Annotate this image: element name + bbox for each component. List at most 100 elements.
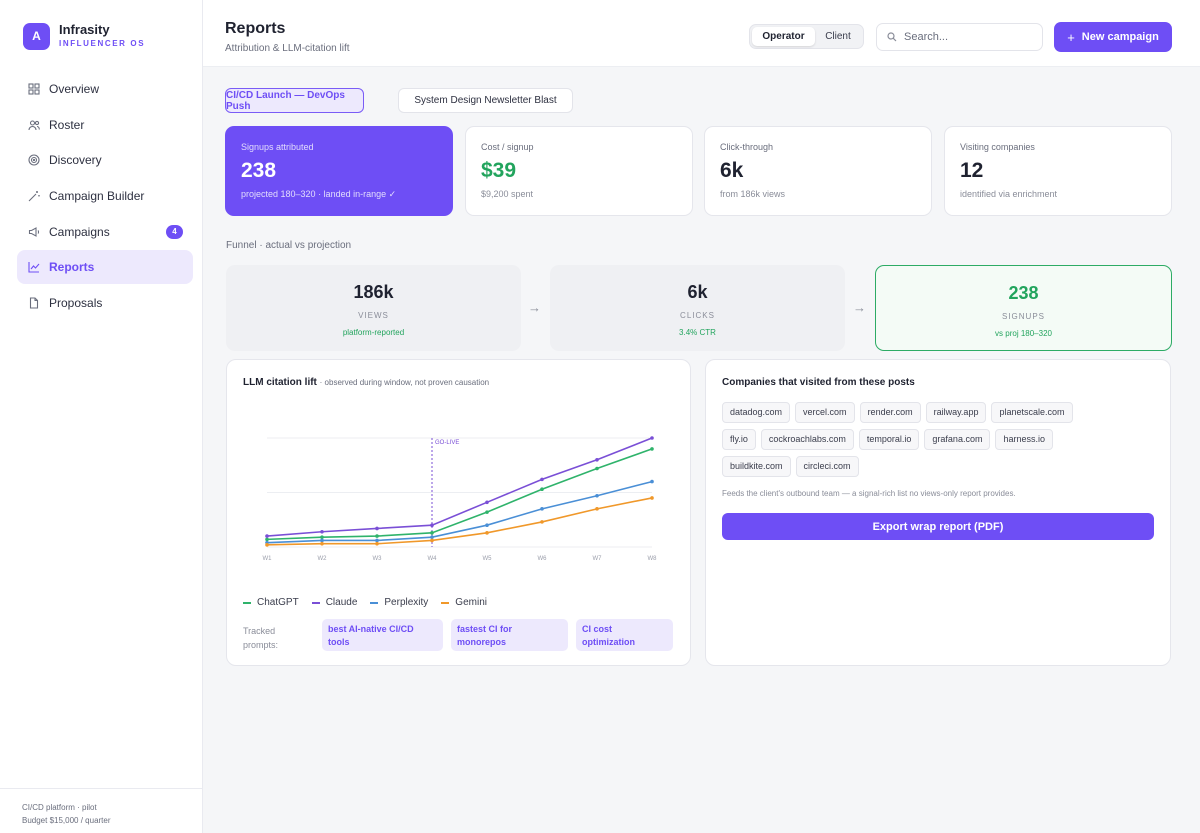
legend-swatch (311, 601, 320, 604)
prompt-chip[interactable]: fastest CI for monorepos (451, 619, 568, 651)
series-line-chatgpt (266, 448, 653, 541)
brand-name: Infrasity (59, 22, 110, 37)
funnel-step-signups: 238 SIGNUPS vs proj 180–320 (875, 265, 1172, 351)
data-point-claude (320, 529, 324, 534)
kpi-value: 12 (960, 159, 984, 182)
kpi-label: Cost / signup (481, 142, 534, 152)
top-header: Reports Attribution & LLM-citation lift … (203, 0, 1200, 67)
sidebar-item-overview[interactable]: Overview (17, 72, 193, 106)
data-point-chatgpt (595, 466, 599, 471)
kpi-value: 6k (720, 159, 744, 182)
funnel-step-views: 186k VIEWS platform-reported (226, 265, 521, 351)
export-report-button[interactable]: Export wrap report (PDF) (722, 513, 1154, 540)
sidebar-item-roster[interactable]: Roster (17, 108, 193, 142)
sidebar-item-campaigns[interactable]: Campaigns 4 (17, 215, 193, 249)
legend-label: Perplexity (384, 597, 429, 608)
data-point-claude (430, 523, 434, 527)
kpi-sub: projected 180–320 · landed in-range ✓ (241, 189, 397, 199)
toggle-client[interactable]: Client (825, 31, 851, 42)
data-point-perplexity (595, 493, 599, 498)
kpi-sub: identified via enrichment (960, 189, 1058, 199)
sidebar-item-discovery[interactable]: Discovery (17, 143, 193, 177)
sidebar-item-proposals[interactable]: Proposals (17, 286, 193, 320)
company-chip[interactable]: vercel.com (795, 402, 855, 423)
data-point-chatgpt (375, 534, 379, 538)
data-point-perplexity (320, 538, 324, 543)
funnel-step-clicks: 6k CLICKS 3.4% CTR (550, 265, 845, 351)
company-chip[interactable]: fly.io (722, 429, 756, 450)
data-point-perplexity (540, 507, 544, 511)
sidebar-item-campaign-builder[interactable]: Campaign Builder (17, 179, 193, 213)
brand[interactable]: A Infrasity INFLUENCER OS (23, 22, 145, 50)
company-chip[interactable]: datadog.com (722, 402, 791, 423)
company-chip[interactable]: grafana.com (924, 429, 991, 450)
data-point-perplexity (375, 538, 379, 543)
kpi-cost-per-signup: Cost / signup $39 $9,200 spent (465, 126, 693, 216)
legend-label: Gemini (455, 597, 487, 608)
sidebar-item-label: Campaigns (49, 224, 110, 239)
data-point-claude (375, 526, 379, 531)
company-chip[interactable]: cockroachlabs.com (760, 429, 854, 450)
company-chip-list: datadog.com vercel.com render.com railway.a… (722, 402, 1162, 483)
company-chip[interactable]: planetscale.com (991, 402, 1073, 423)
company-chip[interactable]: circleci.com (795, 456, 859, 477)
campaigns-count-badge: 4 (166, 224, 183, 239)
go-live-label: GO-LIVE (435, 440, 459, 446)
legend-item-gemini: Gemini (441, 597, 487, 608)
llm-panel-title: LLM citation lift · observed during wind… (243, 377, 489, 388)
megaphone-icon (27, 225, 41, 239)
search-input[interactable]: Search... (876, 23, 1043, 51)
campaign-tab-newsletter[interactable]: System Design Newsletter Blast (398, 88, 573, 113)
campaign-tab-cicd[interactable]: CI/CD Launch — DevOps Push (225, 88, 364, 113)
sidebar-item-label: Proposals (49, 296, 103, 311)
prompt-chip[interactable]: best AI-native CI/CD tools (322, 619, 443, 651)
funnel-value: 186k (353, 282, 394, 302)
wand-icon (27, 189, 41, 203)
funnel-label: CLICKS (680, 311, 715, 320)
series-line-perplexity (266, 480, 653, 544)
prompt-chip[interactable]: CI cost optimization (576, 619, 673, 651)
kpi-click-through: Click-through 6k from 186k views (704, 126, 932, 216)
kpi-label: Signups attributed (241, 142, 314, 152)
series-line-gemini (266, 497, 653, 546)
funnel-note: vs proj 180–320 (995, 329, 1052, 338)
data-point-perplexity (650, 479, 654, 484)
legend-item-claude: Claude (311, 597, 357, 608)
data-point-gemini (320, 541, 324, 546)
file-icon (27, 296, 41, 310)
x-tick-label: W4 (428, 556, 438, 562)
data-point-chatgpt (430, 531, 434, 535)
arrow-right-icon: → (528, 300, 541, 315)
page-title: Reports (225, 20, 286, 37)
funnel-note: platform-reported (342, 328, 405, 337)
search-icon (887, 32, 897, 42)
data-point-gemini (595, 507, 599, 511)
brand-logo-icon: A (23, 22, 50, 50)
sidebar-item-reports[interactable]: Reports (17, 250, 193, 285)
target-icon (27, 153, 41, 167)
legend-item-chatgpt: ChatGPT (243, 597, 299, 608)
funnel-label: VIEWS (358, 311, 389, 320)
x-tick-label: W8 (648, 556, 658, 562)
new-campaign-button[interactable]: + New campaign (1054, 22, 1172, 52)
company-chip[interactable]: temporal.io (858, 429, 920, 450)
company-chip[interactable]: harness.io (995, 429, 1053, 450)
data-point-claude (265, 534, 269, 538)
search-placeholder: Search... (904, 31, 949, 43)
arrow-right-icon: → (853, 300, 866, 315)
llm-panel-title-text: LLM citation lift (243, 377, 317, 388)
new-campaign-label: New campaign (1081, 31, 1159, 43)
data-point-gemini (485, 531, 489, 535)
company-chip[interactable]: render.com (859, 402, 921, 423)
toggle-operator[interactable]: Operator (752, 27, 815, 46)
data-point-gemini (540, 520, 544, 524)
company-chip[interactable]: buildkite.com (722, 456, 791, 477)
company-chip[interactable]: railway.app (925, 402, 987, 423)
kpi-sub: $9,200 spent (481, 189, 534, 199)
funnel-title: Funnel · actual vs projection (226, 240, 352, 251)
x-tick-label: W5 (483, 556, 493, 562)
series-line-claude (266, 437, 653, 537)
llm-panel-note: · observed during window, not proven cau… (319, 378, 490, 387)
x-tick-label: W1 (263, 556, 273, 562)
legend-swatch (441, 601, 450, 604)
